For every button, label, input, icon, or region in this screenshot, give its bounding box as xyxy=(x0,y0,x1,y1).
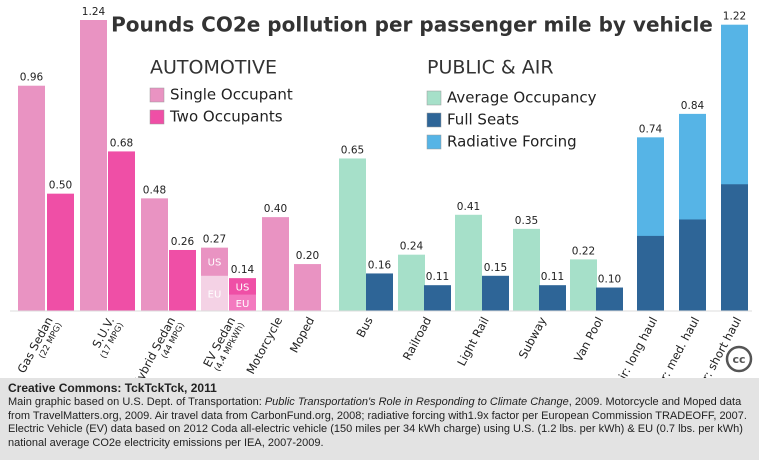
value-label: 0.14 xyxy=(231,264,255,276)
legend-swatch xyxy=(426,112,442,128)
bar-overlay xyxy=(229,294,256,311)
value-label: 0.24 xyxy=(400,241,424,253)
value-label: 1.22 xyxy=(723,11,746,23)
x-tick-label: Van Pool xyxy=(571,314,606,364)
value-label: 0.74 xyxy=(639,123,663,135)
bar xyxy=(262,217,289,311)
bar-overlay xyxy=(201,275,228,311)
bar-region-label: US xyxy=(236,282,250,293)
value-label: 0.20 xyxy=(296,250,319,262)
logo-ring xyxy=(725,345,753,373)
bar xyxy=(482,275,509,311)
bar xyxy=(637,235,664,311)
bar-region-label: EU xyxy=(236,299,250,310)
value-label: 0.26 xyxy=(171,236,195,248)
value-label: 0.40 xyxy=(264,203,287,215)
x-label-group: Light Rail xyxy=(454,314,491,368)
value-label: 0.50 xyxy=(49,180,72,192)
bar xyxy=(424,285,451,311)
bar-region-label: EU xyxy=(208,289,222,300)
x-tick-label: Moped xyxy=(287,314,318,355)
x-label-group: S.U.V.(17 MPG) xyxy=(89,314,126,360)
x-tick-label: Subway xyxy=(516,314,550,361)
value-label: 0.41 xyxy=(457,201,480,213)
bar xyxy=(596,287,623,311)
x-tick-label: Motorcycle xyxy=(243,314,285,376)
x-tick-label: Air: med. haul xyxy=(652,314,702,378)
value-label: 0.11 xyxy=(541,271,564,283)
value-label: 0.48 xyxy=(143,184,166,196)
value-label: 0.84 xyxy=(681,100,705,112)
legend-label: Full Seats xyxy=(447,111,519,129)
footer: Creative Commons: TckTckTck, 2011 Main g… xyxy=(0,378,759,460)
chart-title: Pounds CO2e pollution per passenger mile… xyxy=(111,13,713,37)
cc-logo: cc xyxy=(725,345,753,373)
chart: Pounds CO2e pollution per passenger mile… xyxy=(10,6,753,378)
note-text: , 2009. Motorcycle and Moped data from T… xyxy=(8,396,747,449)
value-label: 0.15 xyxy=(484,262,507,274)
legend-swatch xyxy=(149,109,165,125)
x-label-group: Van Pool xyxy=(571,314,606,364)
x-label-group: Hybrid Sedan(44 MPG) xyxy=(129,314,187,378)
x-label-group: Motorcycle xyxy=(243,314,285,376)
x-tick-label: Light Rail xyxy=(454,314,491,368)
bar xyxy=(339,158,366,311)
bar-region-label: US xyxy=(208,258,222,269)
legend-label: Average Occupancy xyxy=(447,89,597,107)
x-label-group: Air: long haul xyxy=(612,314,660,378)
value-label: 0.27 xyxy=(203,234,226,246)
legend-label: Two Occupants xyxy=(169,108,283,126)
bar xyxy=(455,214,482,311)
bar xyxy=(679,219,706,311)
x-label-group: Air: med. haul xyxy=(652,314,702,378)
logo-text: cc xyxy=(732,353,745,366)
value-label: 0.35 xyxy=(515,215,538,227)
value-label: 0.10 xyxy=(598,274,621,286)
bar xyxy=(80,20,107,311)
note-text: Main graphic based on U.S. Dept. of Tran… xyxy=(8,396,265,408)
x-label-group: Bus xyxy=(353,314,375,339)
legend-swatch xyxy=(149,87,165,103)
x-label-group: Gas Sedan(22 MPG) xyxy=(14,314,64,375)
bar xyxy=(513,228,540,311)
legend-swatch xyxy=(426,90,442,106)
legend-heading: PUBLIC & AIR xyxy=(427,57,554,79)
note-title: Public Transportation's Role in Respondi… xyxy=(264,396,569,408)
x-label-group: EV Sedan(4.4 MPkWh) xyxy=(200,314,247,373)
x-label-group: Railroad xyxy=(400,314,434,362)
value-label: 0.68 xyxy=(110,137,133,149)
x-tick-label: Bus xyxy=(353,314,375,339)
bar xyxy=(366,273,393,311)
x-tick-label: Railroad xyxy=(400,314,434,362)
value-label: 0.11 xyxy=(426,271,449,283)
note: Main graphic based on U.S. Dept. of Tran… xyxy=(8,396,751,450)
value-label: 0.96 xyxy=(20,72,44,84)
bar xyxy=(108,151,135,311)
legend-label: Single Occupant xyxy=(170,86,293,104)
bar xyxy=(539,285,566,311)
bar xyxy=(18,85,45,311)
value-label: 0.16 xyxy=(368,259,392,271)
credit: Creative Commons: TckTckTck, 2011 xyxy=(8,381,217,395)
bar xyxy=(570,259,597,311)
bar xyxy=(47,193,74,311)
bar xyxy=(721,184,748,311)
bar xyxy=(169,249,196,311)
bar xyxy=(294,264,321,311)
legend-swatch xyxy=(426,134,442,150)
x-label-group: Moped xyxy=(287,314,318,355)
value-label: 0.22 xyxy=(572,245,595,257)
x-tick-label: Air: long haul xyxy=(612,314,660,378)
bar xyxy=(398,254,425,311)
value-label: 0.65 xyxy=(341,144,364,156)
bar xyxy=(141,198,168,311)
x-label-group: Subway xyxy=(516,314,550,361)
value-label: 1.24 xyxy=(82,6,106,18)
legend-label: Radiative Forcing xyxy=(447,133,577,151)
legend-heading: AUTOMOTIVE xyxy=(150,57,277,79)
